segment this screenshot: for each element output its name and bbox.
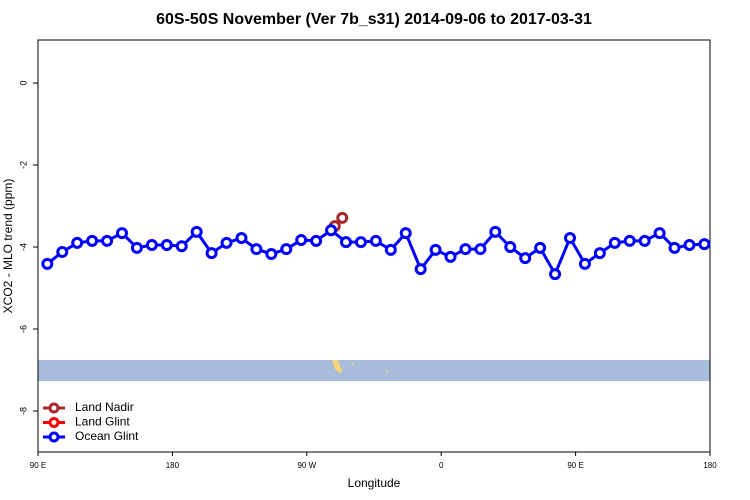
y-tick-label: -8 <box>18 407 28 415</box>
map-strip <box>38 360 710 381</box>
series-point <box>220 236 233 249</box>
series-point <box>489 225 502 238</box>
series-point <box>265 247 278 260</box>
series-point <box>325 224 338 237</box>
series-point <box>205 247 218 260</box>
legend-marker <box>48 431 60 443</box>
legend-marker <box>48 417 60 428</box>
series-point <box>280 243 293 256</box>
legend-label: Land Nadir <box>75 400 134 414</box>
series-point <box>698 238 711 251</box>
series-point <box>608 236 621 249</box>
series-point <box>384 243 397 256</box>
y-tick-label: -4 <box>18 243 28 251</box>
series-point <box>235 232 248 245</box>
series-point <box>668 241 681 254</box>
series-point <box>71 236 84 249</box>
chart-title: 60S-50S November (Ver 7b_s31) 2014-09-06… <box>156 11 592 28</box>
y-axis-label: XCO2 - MLO trend (ppm) <box>1 179 15 314</box>
legend-label: Land Glint <box>75 415 130 429</box>
series-point <box>250 243 263 256</box>
series-point <box>101 234 114 247</box>
series-point <box>578 257 591 270</box>
series-point <box>683 238 696 251</box>
series-point <box>175 240 188 253</box>
series-point <box>504 241 517 254</box>
series-point <box>336 211 349 224</box>
series-point <box>444 250 457 263</box>
x-tick-label: 0 <box>439 461 444 470</box>
series-point <box>190 225 203 238</box>
series-point <box>638 234 651 247</box>
series-point <box>549 268 562 281</box>
x-tick-label: 180 <box>703 461 717 470</box>
series-point <box>160 238 173 251</box>
x-tick-label: 90 E <box>30 461 46 470</box>
series-point <box>56 245 69 258</box>
series-point <box>310 234 323 247</box>
series-point <box>116 227 128 240</box>
series-point <box>474 243 487 256</box>
y-tick-label: -2 <box>18 161 28 169</box>
series-point <box>41 257 54 270</box>
x-tick-label: 90 E <box>567 461 583 470</box>
x-tick-label: 90 W <box>297 461 316 470</box>
series-point <box>519 252 532 265</box>
series-point <box>369 234 382 247</box>
series-point <box>340 236 352 249</box>
legend-marker <box>48 402 60 414</box>
series-point <box>429 243 442 256</box>
series-point <box>593 247 606 260</box>
series-point <box>534 241 547 254</box>
legend-label: Ocean Glint <box>75 429 139 443</box>
x-axis-label: Longitude <box>348 476 401 490</box>
series-point <box>414 263 427 276</box>
series-point <box>145 238 158 251</box>
y-tick-label: 0 <box>18 81 28 86</box>
series-point <box>623 234 636 247</box>
series-point <box>653 227 666 240</box>
series-point <box>459 243 472 256</box>
y-tick-label: -6 <box>18 325 28 333</box>
series-point <box>295 234 308 247</box>
x-tick-label: 180 <box>166 461 180 470</box>
series-point <box>130 241 143 254</box>
series-point <box>564 232 576 245</box>
series-point <box>354 236 367 249</box>
series-point <box>399 227 412 240</box>
series-point <box>86 234 99 247</box>
